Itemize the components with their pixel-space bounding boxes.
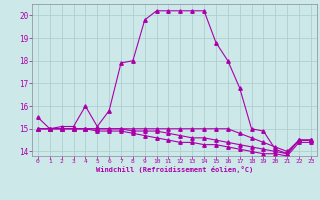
X-axis label: Windchill (Refroidissement éolien,°C): Windchill (Refroidissement éolien,°C)	[96, 166, 253, 173]
